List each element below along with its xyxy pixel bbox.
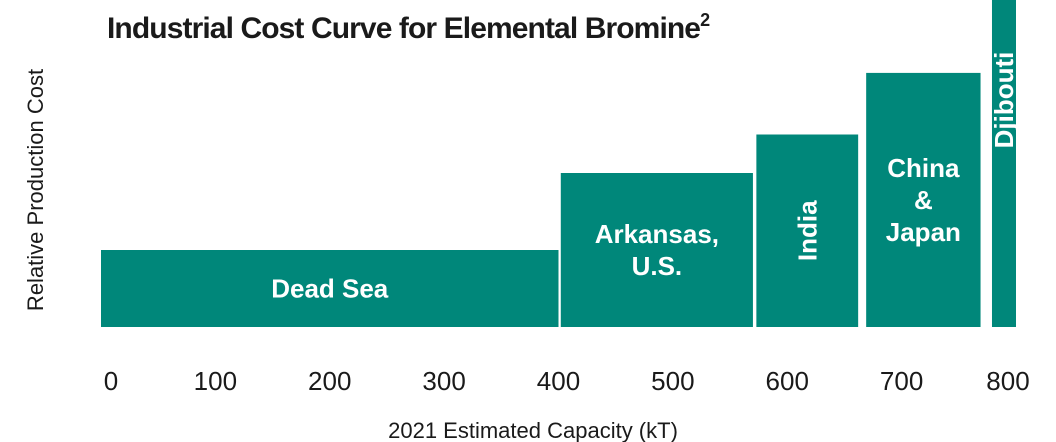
bar-4 bbox=[991, 0, 1016, 328]
bar-label-1: Arkansas, U.S. bbox=[595, 219, 719, 281]
x-tick-labels: 0 100 200 300 400 500 600 700 800 bbox=[104, 366, 1030, 396]
bar-label-3: China & Japan bbox=[886, 153, 961, 247]
bar-0 bbox=[101, 250, 559, 327]
x-tick-500: 500 bbox=[651, 366, 694, 396]
chart-title-text: Industrial Cost Curve for Elemental Brom… bbox=[107, 12, 700, 45]
y-axis-label: Relative Production Cost bbox=[23, 69, 48, 311]
bar-label-0: Dead Sea bbox=[271, 274, 389, 304]
x-tick-100: 100 bbox=[194, 366, 237, 396]
bar-3 bbox=[866, 72, 981, 328]
x-tick-200: 200 bbox=[308, 366, 351, 396]
bar-2 bbox=[756, 134, 859, 327]
bar-label-4: Djibouti bbox=[989, 52, 1019, 149]
x-tick-300: 300 bbox=[422, 366, 465, 396]
x-tick-0: 0 bbox=[104, 366, 118, 396]
x-tick-600: 600 bbox=[766, 366, 809, 396]
x-tick-400: 400 bbox=[537, 366, 580, 396]
bar-label-2: India bbox=[792, 200, 822, 261]
bar-1 bbox=[560, 173, 753, 327]
chart-title-superscript: 2 bbox=[700, 10, 710, 30]
bars-group: Dead Sea Arkansas, U.S. India China & Japan Dji… bbox=[101, 0, 1019, 328]
x-tick-700: 700 bbox=[880, 366, 923, 396]
chart-title: Industrial Cost Curve for Elemental Brom… bbox=[107, 10, 710, 45]
x-axis-label: 2021 Estimated Capacity (kT) bbox=[388, 418, 678, 442]
x-tick-800: 800 bbox=[986, 366, 1029, 396]
